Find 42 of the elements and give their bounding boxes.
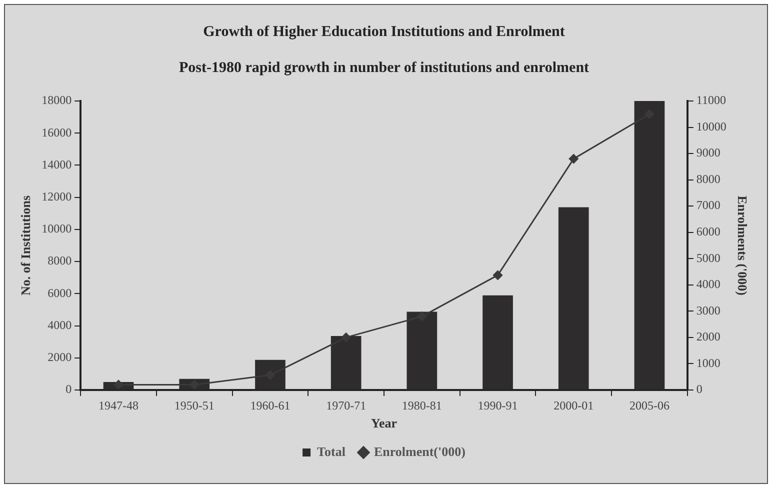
- x-tick-label: 2005-06: [629, 398, 670, 412]
- y2-tick-label: 4000: [696, 277, 720, 292]
- y-axis-title: No. of Institutions: [18, 195, 34, 296]
- y2-tick-label: 11000: [696, 93, 726, 108]
- x-axis-title: Year: [371, 416, 398, 431]
- x-tick-label: 2000-01: [554, 398, 594, 412]
- y-tick-label: 16000: [42, 125, 72, 140]
- y2-tick-label: 6000: [696, 224, 720, 239]
- x-tick-label: 1990-91: [478, 398, 518, 412]
- y-tick-label: 2000: [48, 350, 72, 364]
- point: [417, 312, 427, 322]
- point: [493, 270, 503, 280]
- legend-label: Total: [317, 444, 346, 459]
- y2-tick-label: 2000: [696, 330, 720, 344]
- y2-tick-label: 7000: [696, 198, 720, 212]
- y-tick-label: 10000: [42, 222, 72, 236]
- y-tick-label: 0: [66, 382, 72, 396]
- x-tick-label: 1950-51: [174, 398, 214, 412]
- y2-tick-label: 0: [696, 382, 702, 396]
- y2-tick-label: 3000: [696, 303, 720, 318]
- y2-tick-label: 1000: [696, 356, 720, 370]
- point: [341, 332, 351, 342]
- y2-tick-label: 8000: [696, 172, 720, 186]
- y-tick-label: 6000: [48, 286, 72, 300]
- y-tick-label: 4000: [48, 318, 72, 332]
- y-tick-label: 14000: [42, 157, 72, 172]
- y-tick-label: 18000: [42, 93, 72, 108]
- y2-tick-label: 5000: [696, 250, 720, 265]
- legend-label: Enrolment('000): [374, 444, 466, 459]
- x-tick-label: 1960-61: [250, 398, 290, 412]
- y2-axis-title: Enrolments ('000): [734, 196, 750, 296]
- chart-subtitle: Post-1980 rapid growth in number of institutions and enrolment: [178, 60, 590, 76]
- point: [114, 380, 124, 390]
- point: [568, 154, 578, 164]
- x-tick-label: 1980-81: [402, 398, 442, 412]
- x-tick-label: 1947-48: [98, 398, 139, 412]
- y2-tick-label: 10000: [696, 119, 726, 134]
- y2-tick-label: 9000: [696, 146, 720, 160]
- x-tick-label: 1970-71: [326, 398, 366, 412]
- y-tick-label: 8000: [48, 254, 72, 268]
- chart-title: Growth of Higher Education Institutions and Enrolment: [203, 24, 565, 40]
- y-tick-label: 12000: [42, 189, 72, 204]
